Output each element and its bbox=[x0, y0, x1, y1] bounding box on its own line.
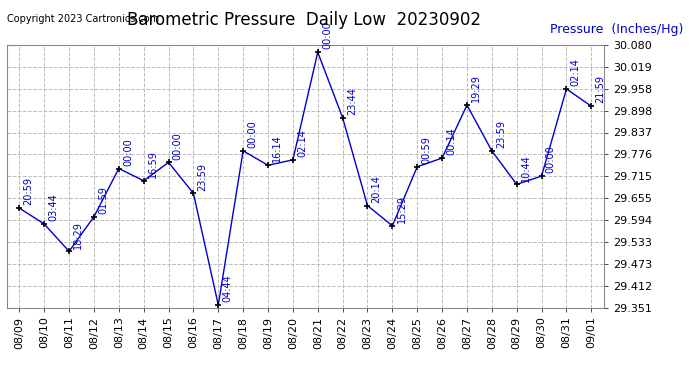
Text: 00:59: 00:59 bbox=[422, 136, 431, 164]
Text: 00:14: 00:14 bbox=[446, 128, 456, 155]
Text: 01:59: 01:59 bbox=[98, 186, 108, 214]
Text: 20:14: 20:14 bbox=[372, 175, 382, 203]
Text: 00:00: 00:00 bbox=[546, 146, 555, 173]
Text: 10:44: 10:44 bbox=[521, 154, 531, 182]
Text: 21:59: 21:59 bbox=[595, 75, 606, 104]
Text: 18:29: 18:29 bbox=[73, 220, 83, 249]
Text: 00:00: 00:00 bbox=[123, 138, 133, 166]
Text: Pressure  (Inches/Hg): Pressure (Inches/Hg) bbox=[550, 22, 683, 36]
Text: Copyright 2023 Cartronics.com: Copyright 2023 Cartronics.com bbox=[7, 14, 159, 24]
Text: 16:59: 16:59 bbox=[148, 150, 158, 178]
Text: 20:59: 20:59 bbox=[23, 177, 34, 206]
Text: 15:29: 15:29 bbox=[397, 195, 406, 223]
Text: 23:44: 23:44 bbox=[347, 87, 357, 115]
Text: 04:44: 04:44 bbox=[222, 274, 233, 302]
Text: 03:44: 03:44 bbox=[48, 194, 59, 221]
Text: 23:59: 23:59 bbox=[496, 120, 506, 148]
Text: 02:14: 02:14 bbox=[297, 129, 307, 157]
Text: 00:00: 00:00 bbox=[322, 22, 332, 50]
Text: Barometric Pressure  Daily Low  20230902: Barometric Pressure Daily Low 20230902 bbox=[126, 11, 481, 29]
Text: 00:00: 00:00 bbox=[172, 132, 183, 160]
Text: 00:00: 00:00 bbox=[247, 120, 257, 148]
Text: 02:14: 02:14 bbox=[571, 58, 580, 86]
Text: 19:29: 19:29 bbox=[471, 75, 481, 102]
Text: 23:59: 23:59 bbox=[197, 163, 208, 190]
Text: 16:14: 16:14 bbox=[272, 135, 282, 162]
